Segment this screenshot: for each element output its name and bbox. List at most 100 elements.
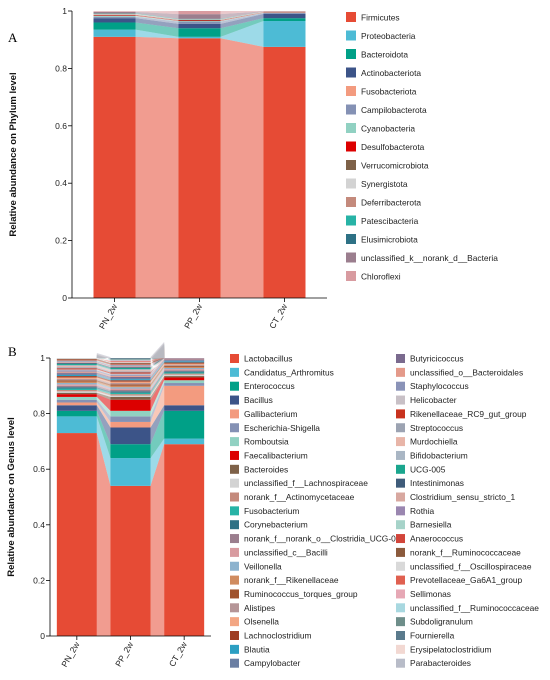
ribbon-bacteroides-1 — [150, 376, 165, 400]
legend-label: Proteobacteria — [361, 31, 416, 41]
bar-bacillus-pp-2w — [110, 427, 151, 445]
legend-swatch — [230, 644, 239, 654]
series-firmicutes — [93, 36, 306, 299]
legend-item-sellimonas: Sellimonas — [396, 589, 451, 599]
bar-helicobacter-pn-2w — [56, 369, 97, 371]
legend-swatch — [230, 354, 239, 363]
bar-murdochiella-pn-2w — [56, 366, 97, 368]
x-tick-label: PN_2w — [59, 639, 82, 668]
legend-item-norank-f-rikenellaceae: norank_f__Rikenellaceae — [230, 575, 339, 585]
legend-swatch — [396, 520, 405, 530]
ribbon-patescibacteria-1 — [220, 11, 264, 20]
legend-label: Corynebacterium — [244, 520, 308, 530]
legend-swatch — [396, 631, 405, 640]
bar-escherichia-shigella-ct-2w — [164, 383, 205, 386]
legend-swatch — [230, 603, 239, 613]
bar-norank-f-rikenellaceae-pp-2w — [110, 385, 151, 388]
legend-label: Bacteroidota — [361, 50, 408, 60]
series-deferribacterota — [93, 11, 306, 20]
legend-item-rothia: Rothia — [396, 506, 435, 516]
ribbon-campilobacterota-0 — [135, 16, 179, 24]
series-butyricicoccus — [56, 359, 205, 379]
legend-item-lactobacillus: Lactobacillus — [230, 354, 292, 364]
legend-label: Butyricicoccus — [410, 354, 464, 364]
legend-label: Bifidobacterium — [410, 450, 468, 460]
ribbon-deferribacterota-1 — [220, 11, 264, 20]
ribbon-streptococcus-1 — [150, 356, 165, 373]
ribbon-unclassified-f-lachnospiraceae-1 — [150, 374, 165, 397]
bar-staphylococcus-ct-2w — [164, 358, 205, 359]
legend-swatch — [396, 437, 405, 447]
legend-swatch — [230, 450, 239, 460]
series-ruminococcus-torques-group — [56, 365, 205, 386]
legend-label: Firmicutes — [361, 13, 400, 23]
ribbon-synergistota-1 — [220, 11, 264, 20]
legend-swatch — [396, 409, 405, 419]
legend-item-olsenella: Olsenella — [230, 617, 279, 627]
bar-romboutsia-ct-2w — [164, 380, 205, 384]
bar-bacteroidota-ct-2w — [263, 18, 306, 22]
legend-item-anaerococcus: Anaerococcus — [396, 534, 463, 544]
ribbon-butyricicoccus-0 — [96, 372, 111, 379]
legend-label: Streptococcus — [410, 423, 463, 433]
legend-label: Patescibacteria — [361, 216, 419, 226]
bar-enterococcus-ct-2w — [164, 410, 205, 439]
legend-item-streptococcus: Streptococcus — [396, 423, 463, 433]
ribbon-campylobacter-0 — [96, 373, 111, 380]
bar-lachnoclostridium-pn-2w — [56, 376, 97, 378]
legend-item-ucg-005: UCG-005 — [396, 464, 446, 474]
bar-actinobacteriota-pn-2w — [93, 18, 136, 23]
ribbon-helicobacter-1 — [150, 357, 165, 375]
bar-intestinimonas-pn-2w — [56, 363, 97, 364]
legend-label: Fusobacteriota — [361, 87, 417, 97]
bar-unclassified-f-oscillospiraceae-pp-2w — [110, 362, 151, 364]
ribbon-norank-f-rikenellaceae-0 — [96, 381, 111, 388]
legend-swatch — [396, 589, 405, 599]
legend-swatch — [396, 547, 405, 557]
ribbon-blautia-0 — [96, 374, 111, 381]
y-tick-label: 0.8 — [33, 409, 45, 419]
legend-item-alistipes: Alistipes — [230, 603, 275, 613]
legend-label: unclassified_f__Oscillospiraceae — [410, 561, 532, 571]
ribbon-lachnoclostridium-1 — [150, 362, 165, 382]
bar-campilobacterota-pp-2w — [178, 21, 221, 24]
legend-label: Barnesiella — [410, 520, 452, 530]
legend-item-rikenellaceae-rc9-gut-group: Rikenellaceae_RC9_gut_group — [396, 409, 527, 419]
bar-unclassified-f-ruminococcaceae-pp-2w — [110, 359, 151, 361]
legend-swatch — [230, 575, 239, 585]
legend-item-bacteroides: Bacteroides — [230, 464, 288, 474]
ribbon-barnesiella-0 — [96, 360, 111, 366]
legend-item-lachnoclostridium: Lachnoclostridium — [230, 631, 312, 641]
legend-item-unclassified-c-bacilli: unclassified_c__Bacilli — [230, 547, 328, 557]
series-parabacteroides — [96, 341, 165, 358]
y-tick-label: 0.4 — [33, 520, 45, 530]
ribbon-alistipes-1 — [150, 364, 165, 385]
bar-veillonella-pn-2w — [56, 383, 97, 385]
ribbon-ruminococcus-torques-group-1 — [150, 365, 165, 386]
bar-norank-f-actinomycetaceae-pn-2w — [56, 389, 97, 392]
legend-swatch — [346, 30, 356, 41]
ribbon-unclassified-k-norank-d-bacteria-1 — [220, 11, 264, 19]
legend-swatch — [346, 178, 356, 189]
bar-escherichia-shigella-pn-2w — [56, 399, 97, 403]
bar-candidatus-arthromitus-ct-2w — [164, 438, 205, 445]
legend-item-ruminococcus-torques-group: Ruminococcus_torques_group — [230, 589, 358, 599]
ribbon-veillonella-1 — [150, 368, 165, 389]
series-campilobacterota — [93, 13, 306, 24]
bar-norank-f-norank-o-clostridia-ucg-014-pp-2w — [110, 389, 151, 392]
bar-bifidobacterium-pp-2w — [110, 369, 151, 371]
legend-label: Chloroflexi — [361, 272, 401, 282]
ribbon-patescibacteria-0 — [135, 13, 179, 20]
legend-label: Staphylococcus — [410, 381, 469, 391]
ribbon-unclassified-k-norank-d-bacteria-0 — [135, 11, 179, 19]
bar-campylobacter-ct-2w — [164, 360, 205, 362]
legend-label: UCG-005 — [410, 464, 446, 474]
legend-label: unclassified_k__norank_d__Bacteria — [361, 253, 498, 263]
legend-item-prevotellaceae-ga6a1-group: Prevotellaceae_Ga6A1_group — [396, 575, 523, 585]
ribbon-desulfobacterota-1 — [220, 12, 264, 22]
ribbon-chloroflexi-0 — [135, 11, 179, 15]
legend-swatch — [230, 547, 239, 557]
bar-bacillus-pn-2w — [56, 405, 97, 411]
legend-swatch — [230, 409, 239, 419]
legend-swatch — [230, 492, 239, 502]
